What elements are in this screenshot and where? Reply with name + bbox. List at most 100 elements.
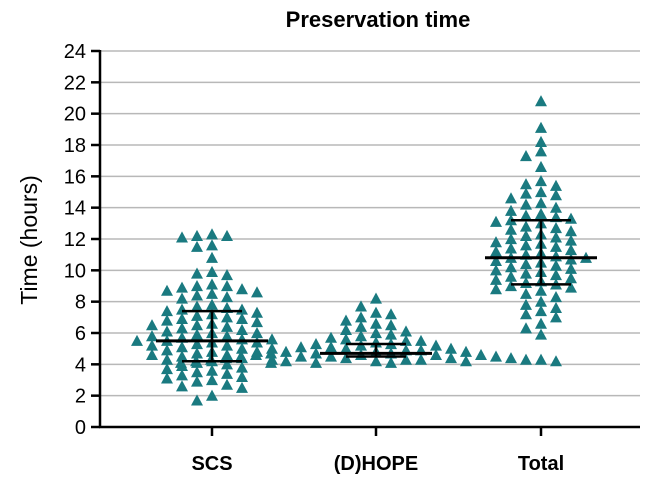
data-point — [475, 348, 487, 361]
data-point — [430, 348, 442, 361]
data-point — [385, 328, 397, 340]
data-point — [340, 342, 352, 354]
data-point — [146, 330, 158, 342]
data-point — [370, 317, 382, 329]
data-point — [505, 223, 517, 235]
data-point — [175, 356, 187, 368]
data-point — [535, 135, 547, 147]
data-point — [490, 254, 502, 267]
data-point — [535, 305, 547, 317]
data-point — [265, 347, 277, 359]
data-point — [355, 300, 367, 312]
data-points — [131, 95, 592, 406]
data-point — [221, 330, 233, 342]
data-point — [236, 312, 248, 324]
data-point — [161, 344, 173, 356]
data-point — [236, 361, 248, 373]
data-point — [131, 334, 143, 346]
data-point — [191, 229, 203, 241]
data-point — [191, 319, 203, 331]
data-point — [176, 369, 188, 381]
data-point — [340, 333, 352, 345]
data-point — [505, 192, 517, 204]
data-point — [176, 350, 188, 362]
data-point — [505, 233, 517, 245]
data-point — [535, 353, 547, 365]
data-point — [490, 236, 502, 248]
data-point — [550, 259, 562, 271]
category-label: (D)HOPE — [334, 453, 418, 475]
data-point — [146, 348, 158, 361]
data-point — [266, 342, 278, 354]
data-point — [295, 350, 307, 362]
data-point — [370, 306, 382, 318]
data-point — [265, 356, 277, 368]
data-point — [535, 317, 547, 329]
data-point — [550, 290, 562, 303]
data-point — [490, 283, 502, 295]
data-point — [565, 243, 577, 256]
data-point — [520, 220, 532, 232]
data-point — [565, 212, 577, 224]
category-labels: SCS (D)HOPE Total — [191, 453, 564, 475]
data-point — [535, 284, 547, 296]
data-point — [235, 350, 247, 362]
data-point — [206, 278, 218, 290]
data-point — [445, 352, 457, 364]
data-point — [221, 367, 233, 379]
y-tick-label: 6 — [75, 323, 86, 345]
y-axis-label: Time (hours) — [16, 175, 42, 305]
y-tick-label: 18 — [64, 135, 86, 157]
data-point — [535, 295, 547, 307]
data-point — [565, 234, 577, 246]
data-point — [176, 380, 188, 392]
data-point — [191, 366, 203, 378]
data-point — [325, 331, 337, 343]
data-point — [310, 337, 322, 350]
gridlines — [100, 50, 640, 397]
data-point — [505, 204, 517, 216]
y-tick-label: 2 — [75, 386, 86, 408]
y-tick-label: 8 — [75, 292, 86, 314]
data-point — [520, 287, 532, 299]
data-point — [355, 311, 367, 323]
data-point — [550, 201, 562, 213]
data-point — [221, 311, 233, 323]
y-tick-label: 14 — [64, 198, 86, 220]
data-point — [490, 264, 502, 276]
data-point — [550, 311, 562, 323]
y-tick-label: 4 — [75, 354, 86, 376]
data-point — [236, 381, 248, 393]
data-point — [460, 355, 472, 367]
data-point — [236, 370, 248, 382]
data-point — [280, 345, 292, 357]
data-point — [550, 301, 562, 314]
data-point — [161, 353, 173, 365]
data-point — [206, 265, 218, 277]
data-point — [520, 239, 532, 251]
data-point — [251, 316, 263, 328]
data-point — [176, 341, 188, 353]
data-point — [415, 334, 427, 346]
data-point — [565, 262, 577, 274]
data-point — [191, 309, 203, 321]
data-point — [221, 269, 233, 281]
data-point — [550, 179, 562, 191]
data-point — [191, 337, 203, 350]
data-point — [251, 286, 263, 298]
data-point — [340, 323, 352, 335]
data-point — [520, 353, 532, 365]
data-point — [385, 356, 397, 368]
chart-title: Preservation time — [286, 7, 471, 32]
y-tick-label: 10 — [64, 260, 86, 282]
data-point — [385, 319, 397, 331]
data-point — [191, 267, 203, 279]
data-point — [161, 284, 173, 296]
data-point — [176, 322, 188, 334]
data-point — [325, 350, 337, 362]
category-label: SCS — [191, 453, 232, 475]
data-point — [161, 305, 173, 317]
y-tick-label: 24 — [64, 41, 86, 63]
data-point — [251, 306, 263, 318]
data-point — [460, 345, 472, 357]
